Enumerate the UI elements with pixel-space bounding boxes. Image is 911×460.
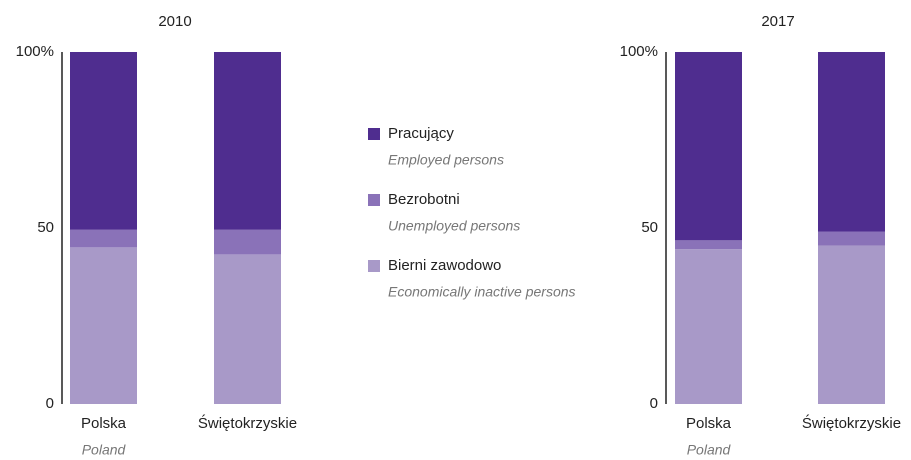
chart-title: 2010 [158,13,191,30]
bar-segment [214,52,281,230]
x-tick-sublabel: Poland [82,442,127,458]
legend-label: Bezrobotni [388,191,460,208]
bar-segment [70,52,137,230]
y-tick-label: 100% [16,43,54,60]
bar-segment [818,231,885,246]
bar-segment [70,247,137,404]
bar-segment [70,229,137,248]
bar-segment [214,254,281,404]
x-tick-label: Polska [81,415,127,432]
bar-segment [818,52,885,232]
x-tick-label: Świętokrzyskie [198,414,297,432]
x-tick-label: Polska [686,415,732,432]
legend-swatch [368,260,380,272]
legend-label: Bierni zawodowo [388,257,501,274]
legend-sublabel: Unemployed persons [388,218,520,234]
bar-segment [675,249,742,404]
bar-segment [675,240,742,250]
legend-label: Pracujący [388,125,454,142]
x-tick-sublabel: Poland [687,442,732,458]
bar-segment [818,245,885,404]
bar-segment [214,229,281,255]
legend-swatch [368,194,380,206]
legend-sublabel: Economically inactive persons [388,284,576,300]
legend-sublabel: Employed persons [388,152,504,168]
y-tick-label: 50 [641,219,658,236]
y-tick-label: 0 [650,395,658,412]
x-tick-label: Świętokrzyskie [802,414,901,432]
bar-segment [675,52,742,241]
y-tick-label: 100% [620,43,658,60]
y-tick-label: 50 [37,219,54,236]
legend-swatch [368,128,380,140]
chart-title: 2017 [761,13,794,30]
y-tick-label: 0 [46,395,54,412]
